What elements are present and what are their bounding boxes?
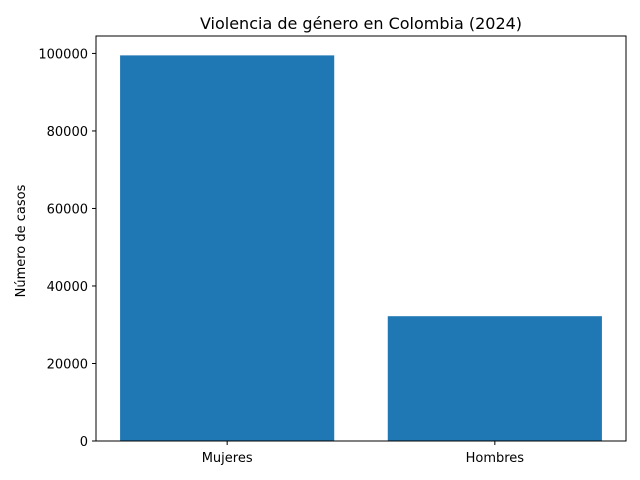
chart-title: Violencia de género en Colombia (2024) xyxy=(200,14,522,33)
y-axis-label: Número de casos xyxy=(14,184,29,297)
ticks-layer: Mujeres Hombres 0 20000 40000 60000 80000 10000… xyxy=(38,47,524,466)
y-tick-label: 40000 xyxy=(47,280,88,295)
y-tick-label: 0 xyxy=(80,435,88,450)
x-tick-label: Hombres xyxy=(466,451,525,466)
x-tick-label: Mujeres xyxy=(202,451,253,466)
y-tick-label: 100000 xyxy=(38,47,88,62)
y-tick-label: 80000 xyxy=(47,125,88,140)
bars-layer xyxy=(120,55,602,441)
y-tick-label: 20000 xyxy=(47,357,88,372)
bar-mujeres xyxy=(120,55,335,441)
y-tick-label: 60000 xyxy=(47,202,88,217)
bar-hombres xyxy=(387,316,602,441)
plot-frame xyxy=(95,35,627,442)
